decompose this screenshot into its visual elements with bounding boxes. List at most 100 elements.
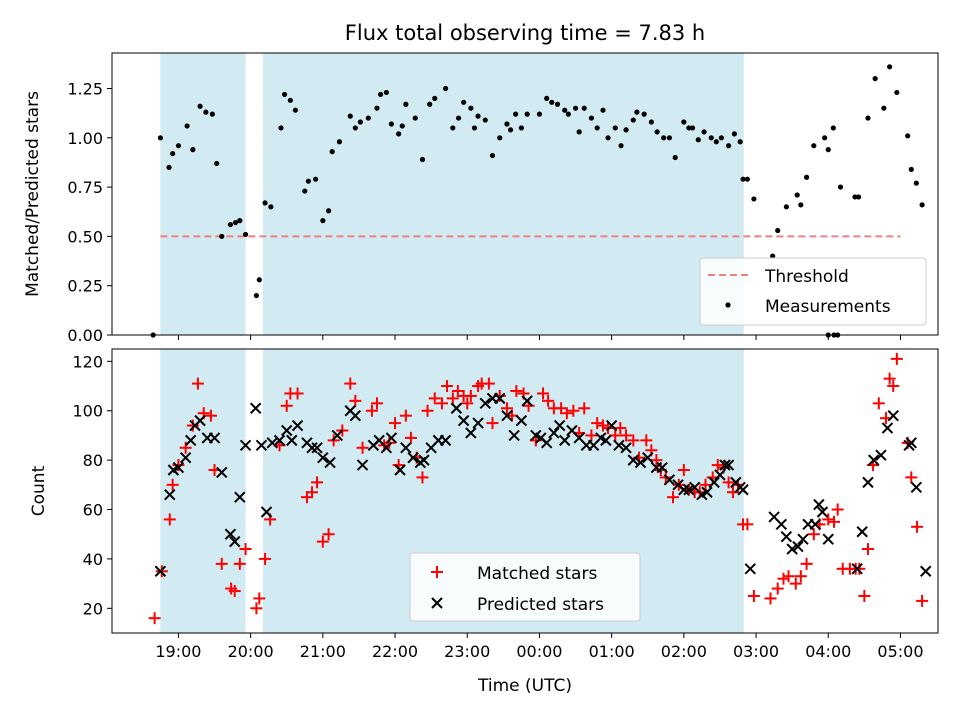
predicted-star-point bbox=[775, 518, 788, 531]
measurement-point bbox=[450, 125, 456, 131]
xtick-label: 01:00 bbox=[589, 642, 635, 661]
measurement-point bbox=[600, 107, 606, 113]
predicted-star-point bbox=[683, 484, 695, 496]
predicted-star-point bbox=[905, 437, 917, 449]
predicted-star-point bbox=[809, 518, 821, 531]
predicted-star-point bbox=[887, 409, 899, 422]
measurement-point bbox=[618, 143, 624, 149]
matched-star-point bbox=[510, 384, 523, 397]
measurement-point bbox=[783, 204, 789, 210]
predicted-star-point bbox=[479, 397, 491, 410]
ytick-label: 1.00 bbox=[67, 129, 103, 148]
predicted-star-point bbox=[216, 466, 228, 479]
matched-star-point bbox=[322, 528, 335, 541]
ytick-label: 80 bbox=[83, 451, 103, 470]
measurement-point bbox=[292, 107, 298, 113]
matched-legend-swatch bbox=[431, 566, 443, 578]
predicted-star-point bbox=[400, 442, 412, 454]
predicted-star-point bbox=[501, 409, 513, 422]
predicted-star-point bbox=[154, 565, 167, 577]
measurement-point bbox=[427, 101, 433, 107]
measurement-point bbox=[798, 202, 804, 208]
predicted-star-point bbox=[273, 434, 286, 447]
matched-star-point bbox=[677, 464, 690, 477]
top-panel: 0.00 0.25 0.50 0.75 1.00 1.25 Matched/Predict… bbox=[23, 52, 939, 345]
top-legend: Threshold Measurements bbox=[699, 257, 927, 326]
matched-star-point bbox=[446, 392, 459, 405]
measurement-point bbox=[581, 105, 587, 111]
predicted-star-point bbox=[349, 409, 362, 422]
matched-star-point bbox=[911, 520, 924, 533]
matched-star-point bbox=[800, 557, 813, 570]
predicted-star-point bbox=[255, 439, 268, 452]
ytick-label: 1.25 bbox=[67, 79, 103, 98]
predicted-star-point bbox=[394, 464, 406, 476]
measurement-point bbox=[666, 135, 673, 141]
matched-star-point bbox=[771, 582, 784, 595]
bottom-legend-box bbox=[409, 552, 641, 622]
measurement-point bbox=[242, 231, 249, 238]
matched-star-point bbox=[166, 478, 179, 491]
measurement-point bbox=[544, 95, 550, 101]
measurement-point bbox=[894, 89, 900, 96]
matched-star-point bbox=[179, 441, 192, 454]
measurement-point bbox=[403, 101, 409, 107]
measurement-point bbox=[641, 111, 647, 117]
bottom-axis-ticks: 20 40 60 80 100 120 19:00 20:00 21:00 22:00 23:00 0… bbox=[72, 352, 923, 661]
measurement-point bbox=[913, 180, 919, 186]
predicted-star-point bbox=[656, 461, 668, 474]
measurement-point bbox=[588, 115, 595, 121]
ytick-label: 60 bbox=[83, 501, 103, 520]
matched-star-point bbox=[858, 589, 871, 602]
predicted-star-point bbox=[465, 427, 477, 439]
measurement-point bbox=[399, 123, 405, 129]
predicted-star-point bbox=[291, 419, 304, 432]
measurements-legend-label: Measurements bbox=[765, 297, 891, 317]
measurement-point bbox=[203, 109, 209, 115]
matched-star-point bbox=[428, 392, 441, 405]
matched-star-point bbox=[461, 397, 474, 410]
measurement-point bbox=[549, 99, 555, 105]
matched-star-point bbox=[872, 397, 885, 410]
predicted-star-point bbox=[813, 498, 825, 511]
measurement-point bbox=[572, 105, 579, 111]
matched-star-point bbox=[699, 478, 712, 491]
matched-star-point bbox=[853, 562, 866, 575]
ytick-label: 0.75 bbox=[67, 178, 103, 197]
matched-star-point bbox=[822, 513, 835, 526]
measurement-point bbox=[365, 115, 371, 121]
xtick-label: 04:00 bbox=[805, 642, 851, 661]
predicted-star-point bbox=[881, 422, 894, 434]
matched-star-point bbox=[614, 422, 627, 435]
matched-star-point bbox=[794, 570, 807, 583]
matched-star-point bbox=[404, 431, 417, 444]
measurement-point bbox=[287, 97, 293, 103]
matched-star-point bbox=[722, 476, 735, 489]
xtick-label: 00:00 bbox=[516, 642, 562, 661]
matched-star-point bbox=[311, 476, 324, 489]
matched-star-point bbox=[500, 402, 513, 415]
measurement-point bbox=[794, 192, 800, 198]
predicted-star-point bbox=[266, 437, 278, 449]
predicted-star-point bbox=[407, 451, 419, 464]
predicted-star-point bbox=[868, 454, 880, 466]
matched-star-point bbox=[542, 394, 555, 407]
matched-star-point bbox=[416, 471, 429, 484]
bottom-legend: Matched stars Predicted stars bbox=[409, 552, 641, 622]
predicted-star-point bbox=[472, 417, 484, 429]
predicted-star-point bbox=[719, 459, 731, 471]
matched-star-point bbox=[365, 404, 378, 417]
predicted-star-point bbox=[851, 563, 863, 575]
measurement-point bbox=[374, 105, 380, 111]
matched-star-point bbox=[789, 577, 802, 590]
matched-star-point bbox=[233, 557, 246, 570]
measurement-point bbox=[227, 221, 234, 228]
predicted-star-point bbox=[385, 432, 398, 444]
predicted-star-point bbox=[792, 540, 804, 553]
predicted-star-point bbox=[324, 456, 336, 469]
predicted-star-point bbox=[521, 395, 533, 407]
measurement-point bbox=[612, 125, 618, 131]
matched-star-point bbox=[239, 543, 252, 556]
measurement-point bbox=[432, 95, 438, 101]
measurement-point bbox=[320, 218, 326, 224]
